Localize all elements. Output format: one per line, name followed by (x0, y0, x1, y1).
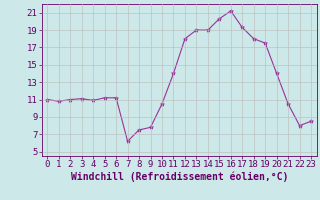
X-axis label: Windchill (Refroidissement éolien,°C): Windchill (Refroidissement éolien,°C) (70, 172, 288, 182)
